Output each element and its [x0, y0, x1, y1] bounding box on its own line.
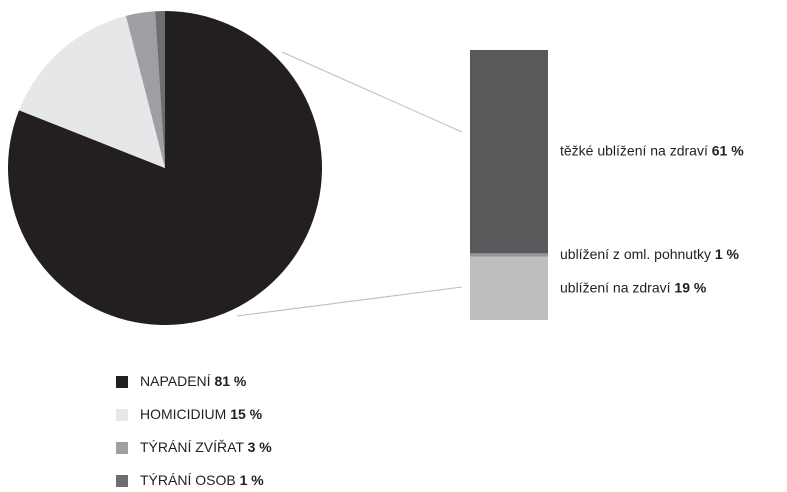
legend-label: HOMICIDIUM 15 %	[140, 406, 263, 422]
legend-label: NAPADENÍ 81 %	[140, 373, 247, 389]
connector	[236, 286, 463, 317]
legend-label: TÝRÁNÍ ZVÍŘAT 3 %	[140, 439, 272, 455]
pie-slice	[155, 11, 165, 168]
legend-swatch	[116, 442, 128, 454]
pie-slice	[19, 15, 166, 168]
segment-name: ublížení na zdraví	[560, 279, 671, 295]
bar-segment	[470, 256, 548, 320]
bar-segment	[470, 253, 548, 257]
legend-name: TÝRÁNÍ ZVÍŘAT	[140, 439, 244, 455]
segment-value: 19 %	[674, 279, 706, 295]
legend-name: TÝRÁNÍ OSOB	[140, 472, 236, 488]
segment-value: 1 %	[715, 246, 740, 262]
legend-value: 3 %	[248, 439, 273, 455]
legend-value: 81 %	[214, 373, 246, 389]
connector	[281, 51, 463, 133]
legend-value: 1 %	[240, 472, 265, 488]
pie-slice	[125, 11, 165, 169]
segment-label: ublížení z oml. pohnutky 1 %	[560, 246, 740, 262]
legend-name: NAPADENÍ	[140, 373, 211, 389]
segment-name: těžké ublížení na zdraví	[560, 142, 708, 158]
segment-label: ublížení na zdraví 19 %	[560, 279, 707, 295]
legend-swatch	[116, 376, 128, 388]
segment-value: 61 %	[712, 142, 744, 158]
bar-segment	[470, 50, 548, 254]
legend-label: TÝRÁNÍ OSOB 1 %	[140, 472, 264, 488]
legend-value: 15 %	[230, 406, 262, 422]
legend-swatch	[116, 409, 128, 421]
legend-swatch	[116, 475, 128, 487]
segment-name: ublížení z oml. pohnutky	[560, 246, 711, 262]
legend-name: HOMICIDIUM	[140, 406, 226, 422]
segment-label: těžké ublížení na zdraví 61 %	[560, 142, 744, 158]
